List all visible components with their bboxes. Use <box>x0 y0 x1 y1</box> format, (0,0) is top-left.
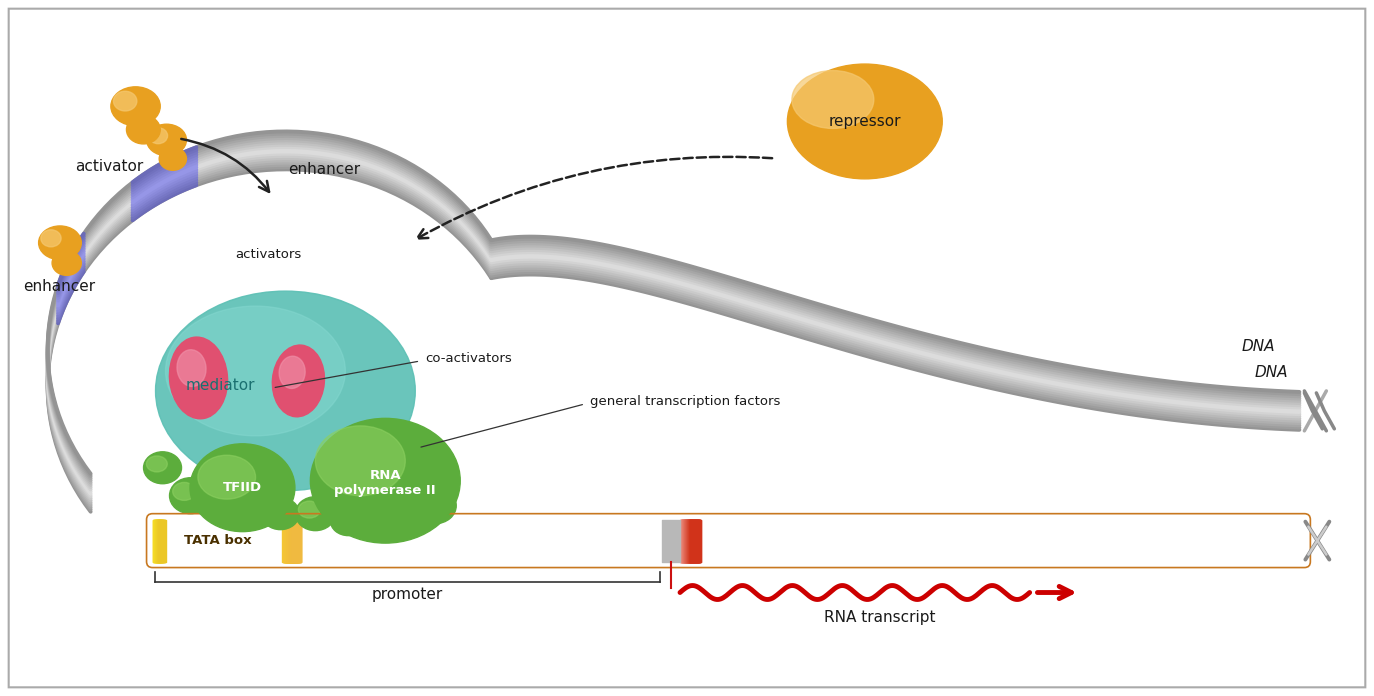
Ellipse shape <box>415 488 456 523</box>
Ellipse shape <box>787 64 943 179</box>
Text: repressor: repressor <box>829 114 901 129</box>
Ellipse shape <box>198 455 256 499</box>
Ellipse shape <box>316 426 405 496</box>
Ellipse shape <box>147 456 168 472</box>
Ellipse shape <box>311 418 460 543</box>
Ellipse shape <box>126 116 161 144</box>
Ellipse shape <box>295 497 335 530</box>
Ellipse shape <box>279 356 305 388</box>
Text: coding region: coding region <box>933 533 1051 548</box>
Text: RNA
polymerase II: RNA polymerase II <box>334 468 436 497</box>
Ellipse shape <box>41 230 60 247</box>
Ellipse shape <box>111 87 161 126</box>
Text: mediator: mediator <box>185 379 256 393</box>
Ellipse shape <box>791 70 874 129</box>
Ellipse shape <box>261 498 300 530</box>
Ellipse shape <box>333 509 353 525</box>
Text: TATA box: TATA box <box>184 534 251 547</box>
Text: general transcription factors: general transcription factors <box>589 395 780 409</box>
Text: co-activators: co-activators <box>426 352 513 365</box>
Ellipse shape <box>361 507 396 535</box>
FancyBboxPatch shape <box>8 8 1366 688</box>
Ellipse shape <box>155 291 415 491</box>
Text: DNA: DNA <box>1242 339 1275 354</box>
Ellipse shape <box>364 510 382 524</box>
Ellipse shape <box>148 128 168 143</box>
Ellipse shape <box>272 345 324 417</box>
Ellipse shape <box>147 124 187 156</box>
Ellipse shape <box>169 477 212 514</box>
Ellipse shape <box>330 506 367 536</box>
Text: enhancer: enhancer <box>23 279 95 294</box>
Ellipse shape <box>143 452 181 484</box>
Text: activator: activator <box>76 159 144 175</box>
Ellipse shape <box>190 444 295 532</box>
Ellipse shape <box>52 251 81 276</box>
Ellipse shape <box>173 482 195 500</box>
Ellipse shape <box>177 349 206 386</box>
Ellipse shape <box>169 337 228 419</box>
Text: TFIID: TFIID <box>223 481 262 494</box>
Ellipse shape <box>418 492 441 510</box>
Text: RNA transcript: RNA transcript <box>824 610 936 626</box>
Text: promoter: promoter <box>371 587 442 603</box>
Ellipse shape <box>298 501 320 518</box>
Text: activators: activators <box>235 248 302 261</box>
Ellipse shape <box>264 502 286 518</box>
Ellipse shape <box>165 306 345 436</box>
Text: enhancer: enhancer <box>289 162 360 177</box>
Ellipse shape <box>159 148 187 171</box>
Ellipse shape <box>38 226 81 260</box>
Text: DNA: DNA <box>1254 365 1287 381</box>
Ellipse shape <box>114 91 137 111</box>
